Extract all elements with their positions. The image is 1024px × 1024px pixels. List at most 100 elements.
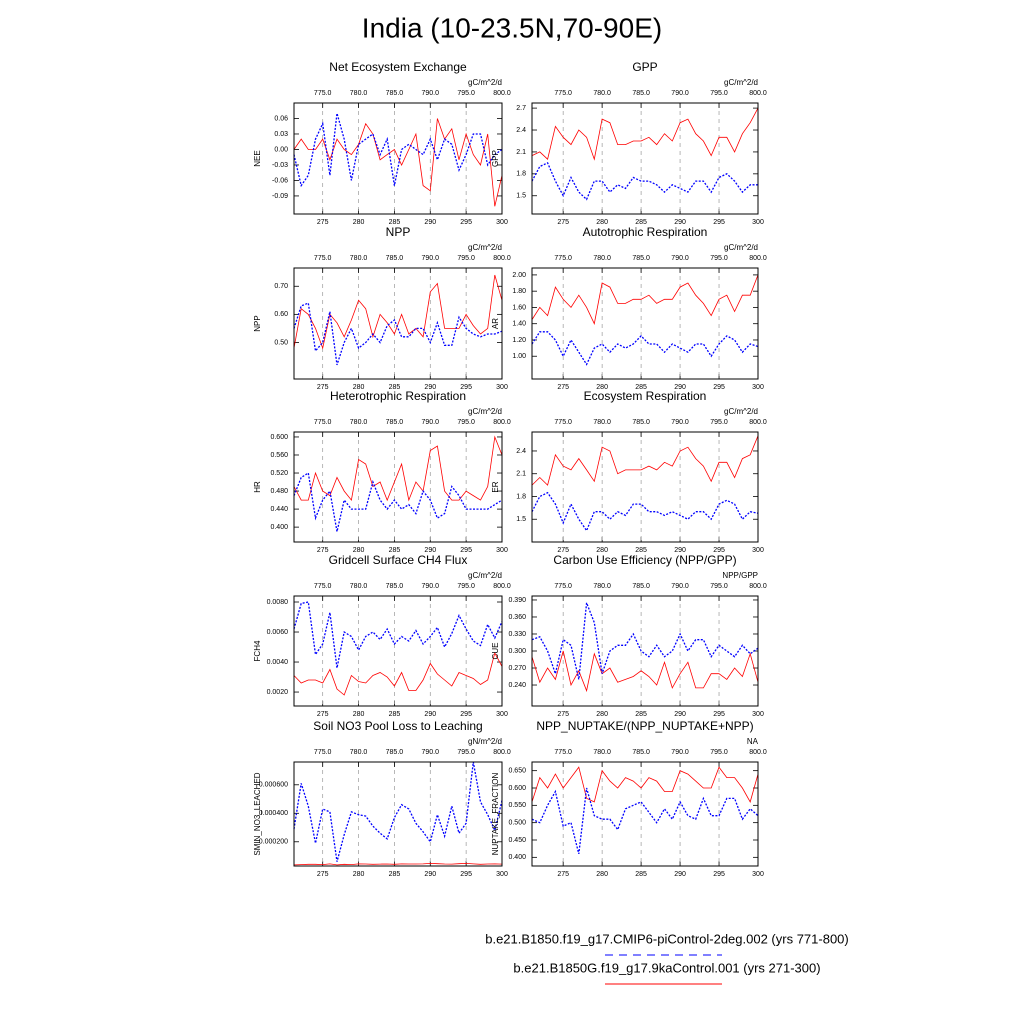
y-tick-label: 1.00 [512,353,526,360]
panel-title: Ecosystem Respiration [584,389,707,403]
x-tick-label: 275 [317,711,329,718]
x-tick-label: 280 [596,219,608,226]
x-tick-label: 275 [557,384,569,391]
x-tick-label: 275 [317,547,329,554]
legend-label: b.e21.B1850.f19_g17.CMIP6-piControl-2deg… [485,931,849,946]
x-tick-label: 285 [389,871,401,878]
x2-tick-label: 790.0 [671,749,689,756]
panel-title: Heterotrophic Respiration [330,389,466,403]
x2-tick-label: 780.0 [350,583,368,590]
y-tick-label: 0.270 [508,665,526,672]
x-tick-label: 280 [596,711,608,718]
y-tick-label: 2.4 [516,448,526,455]
x2-tick-label: 780.0 [593,419,611,426]
y-axis-label: GPP [491,150,500,167]
series-line [531,602,759,680]
x-tick-label: 295 [713,384,725,391]
series-line [293,435,503,502]
x2-tick-label: 780.0 [350,749,368,756]
y-tick-label: 2.00 [512,272,526,279]
y-axis-label: NPP [253,315,262,331]
series-line [531,435,759,486]
x2-tick-label: 800.0 [493,419,511,426]
y-tick-label: 0.0040 [267,659,289,666]
y-tick-label: 0.00 [274,146,288,153]
panel-title: NPP [386,225,411,239]
units-label: NPP/GPP [722,571,758,580]
y-tick-label: 1.20 [512,337,526,344]
y-tick-label: -0.06 [272,177,288,184]
x2-tick-label: 780.0 [350,419,368,426]
x-tick-label: 295 [713,711,725,718]
y-tick-label: 0.60 [274,311,288,318]
x2-tick-label: 795.0 [710,583,728,590]
x-tick-label: 300 [496,711,508,718]
x-tick-label: 285 [635,871,647,878]
plot-frame [531,267,759,380]
units-label: gC/m^2/d [468,243,502,252]
y-tick-label: 1.40 [512,321,526,328]
y-tick-label: 0.360 [508,614,526,621]
panel-title: Soil NO3 Pool Loss to Leaching [313,719,482,733]
y-tick-label: 0.03 [274,131,288,138]
x2-tick-label: 800.0 [749,749,767,756]
y-tick-label: 0.560 [270,452,288,459]
y-tick-label: 0.600 [270,434,288,441]
x-tick-label: 275 [317,384,329,391]
x2-tick-label: 790.0 [671,583,689,590]
x2-tick-label: 775.0 [554,749,572,756]
x-tick-label: 290 [424,547,436,554]
y-tick-label: 0.06 [274,115,288,122]
y-tick-label: 0.70 [274,283,288,290]
x2-tick-label: 800.0 [493,583,511,590]
x-tick-label: 275 [317,219,329,226]
x2-tick-label: 790.0 [422,583,440,590]
x2-tick-label: 800.0 [749,255,767,262]
y-tick-label: 0.480 [270,488,288,495]
y-tick-label: 0.000400 [259,810,288,817]
x-tick-label: 300 [752,547,764,554]
x-tick-label: 280 [353,219,365,226]
plot-frame [293,267,503,380]
x2-tick-label: 795.0 [457,419,475,426]
x-tick-label: 290 [424,219,436,226]
series-line [531,274,759,325]
plot-frame [531,431,759,543]
x2-tick-label: 775.0 [314,90,332,97]
x2-tick-label: 775.0 [314,419,332,426]
x2-tick-label: 795.0 [457,749,475,756]
series-line [293,862,503,866]
series-line [293,471,503,532]
y-axis-label: HR [253,481,262,493]
x-tick-label: 295 [460,711,472,718]
x-tick-label: 300 [496,871,508,878]
x2-tick-label: 775.0 [314,255,332,262]
x2-tick-label: 795.0 [457,255,475,262]
y-axis-label: ER [491,481,500,492]
y-axis-label: SMIN_NO3_LEACHED [253,772,262,855]
y-tick-label: 0.400 [270,524,288,531]
units-label: NA [747,737,759,746]
y-tick-label: 0.0020 [267,689,289,696]
units-label: gN/m^2/d [468,737,502,746]
x2-tick-label: 775.0 [554,583,572,590]
x2-tick-label: 790.0 [422,90,440,97]
series-line [293,113,503,188]
series-line [531,787,759,855]
x2-tick-label: 795.0 [710,419,728,426]
x2-tick-label: 775.0 [554,255,572,262]
y-tick-label: 0.000200 [259,839,288,846]
y-tick-label: 1.8 [516,171,526,178]
units-label: gC/m^2/d [468,407,502,416]
series-line [293,118,503,207]
y-tick-label: 0.400 [508,854,526,861]
x2-tick-label: 785.0 [632,90,650,97]
x-tick-label: 295 [713,219,725,226]
x-tick-label: 280 [596,384,608,391]
y-tick-label: 0.450 [508,837,526,844]
x2-tick-label: 785.0 [632,419,650,426]
x-tick-label: 300 [496,384,508,391]
y-tick-label: 0.240 [508,682,526,689]
x2-tick-label: 800.0 [749,90,767,97]
x-tick-label: 290 [424,711,436,718]
